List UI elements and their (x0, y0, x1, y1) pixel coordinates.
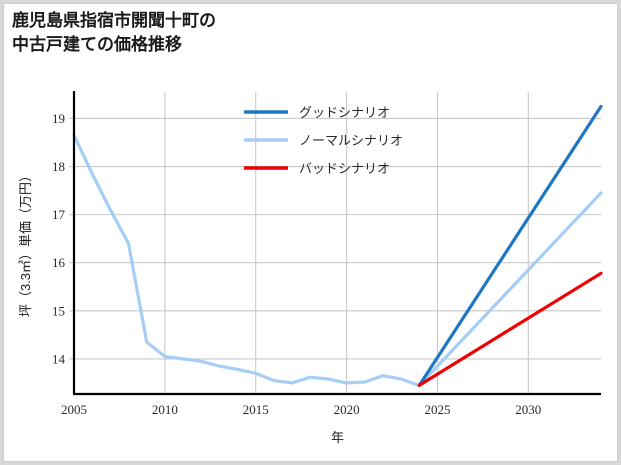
data-series-group (72, 104, 603, 387)
chart-figure: 鹿児島県指宿市開聞十町の 中古戸建ての価格推移 14 15 16 17 18 19 200… (3, 3, 618, 462)
x-tick-label: 2020 (334, 402, 360, 417)
chart-title: 鹿児島県指宿市開聞十町の 中古戸建ての価格推移 (12, 9, 432, 57)
y-axis-tick-labels: 14 15 16 17 18 19 (52, 111, 74, 366)
series-line (417, 104, 603, 387)
y-tick-label: 19 (52, 111, 65, 126)
legend-label: グッドシナリオ (299, 105, 390, 120)
axis-spines (72, 91, 601, 396)
x-tick-label: 2025 (424, 402, 450, 417)
y-tick-label: 16 (52, 255, 66, 270)
x-tick-label: 2015 (243, 402, 269, 417)
chart-title-line-2: 中古戸建ての価格推移 (12, 35, 182, 54)
series-line (72, 133, 603, 387)
chart-title-line-1: 鹿児島県指宿市開聞十町の (12, 11, 216, 30)
y-tick-label: 17 (52, 207, 66, 222)
legend-label: ノーマルシナリオ (299, 133, 403, 148)
x-tick-label: 2005 (61, 402, 87, 417)
x-tick-label: 2030 (515, 402, 541, 417)
legend-label: バッドシナリオ (299, 161, 390, 176)
x-axis-title: 年 (331, 430, 344, 445)
y-tick-label: 18 (52, 159, 65, 174)
y-axis-title: 坪（3.3㎡）単価（万円） (18, 169, 33, 317)
x-axis-tick-labels: 2005 2010 2015 2020 2025 2030 (61, 402, 541, 417)
y-tick-label: 15 (52, 303, 65, 318)
x-tick-label: 2010 (152, 402, 178, 417)
series-line (417, 271, 603, 387)
price-trend-line-chart: 14 15 16 17 18 19 2005 2010 2015 2020 2025 2030 坪（… (18, 91, 603, 445)
y-tick-label: 14 (52, 351, 66, 366)
